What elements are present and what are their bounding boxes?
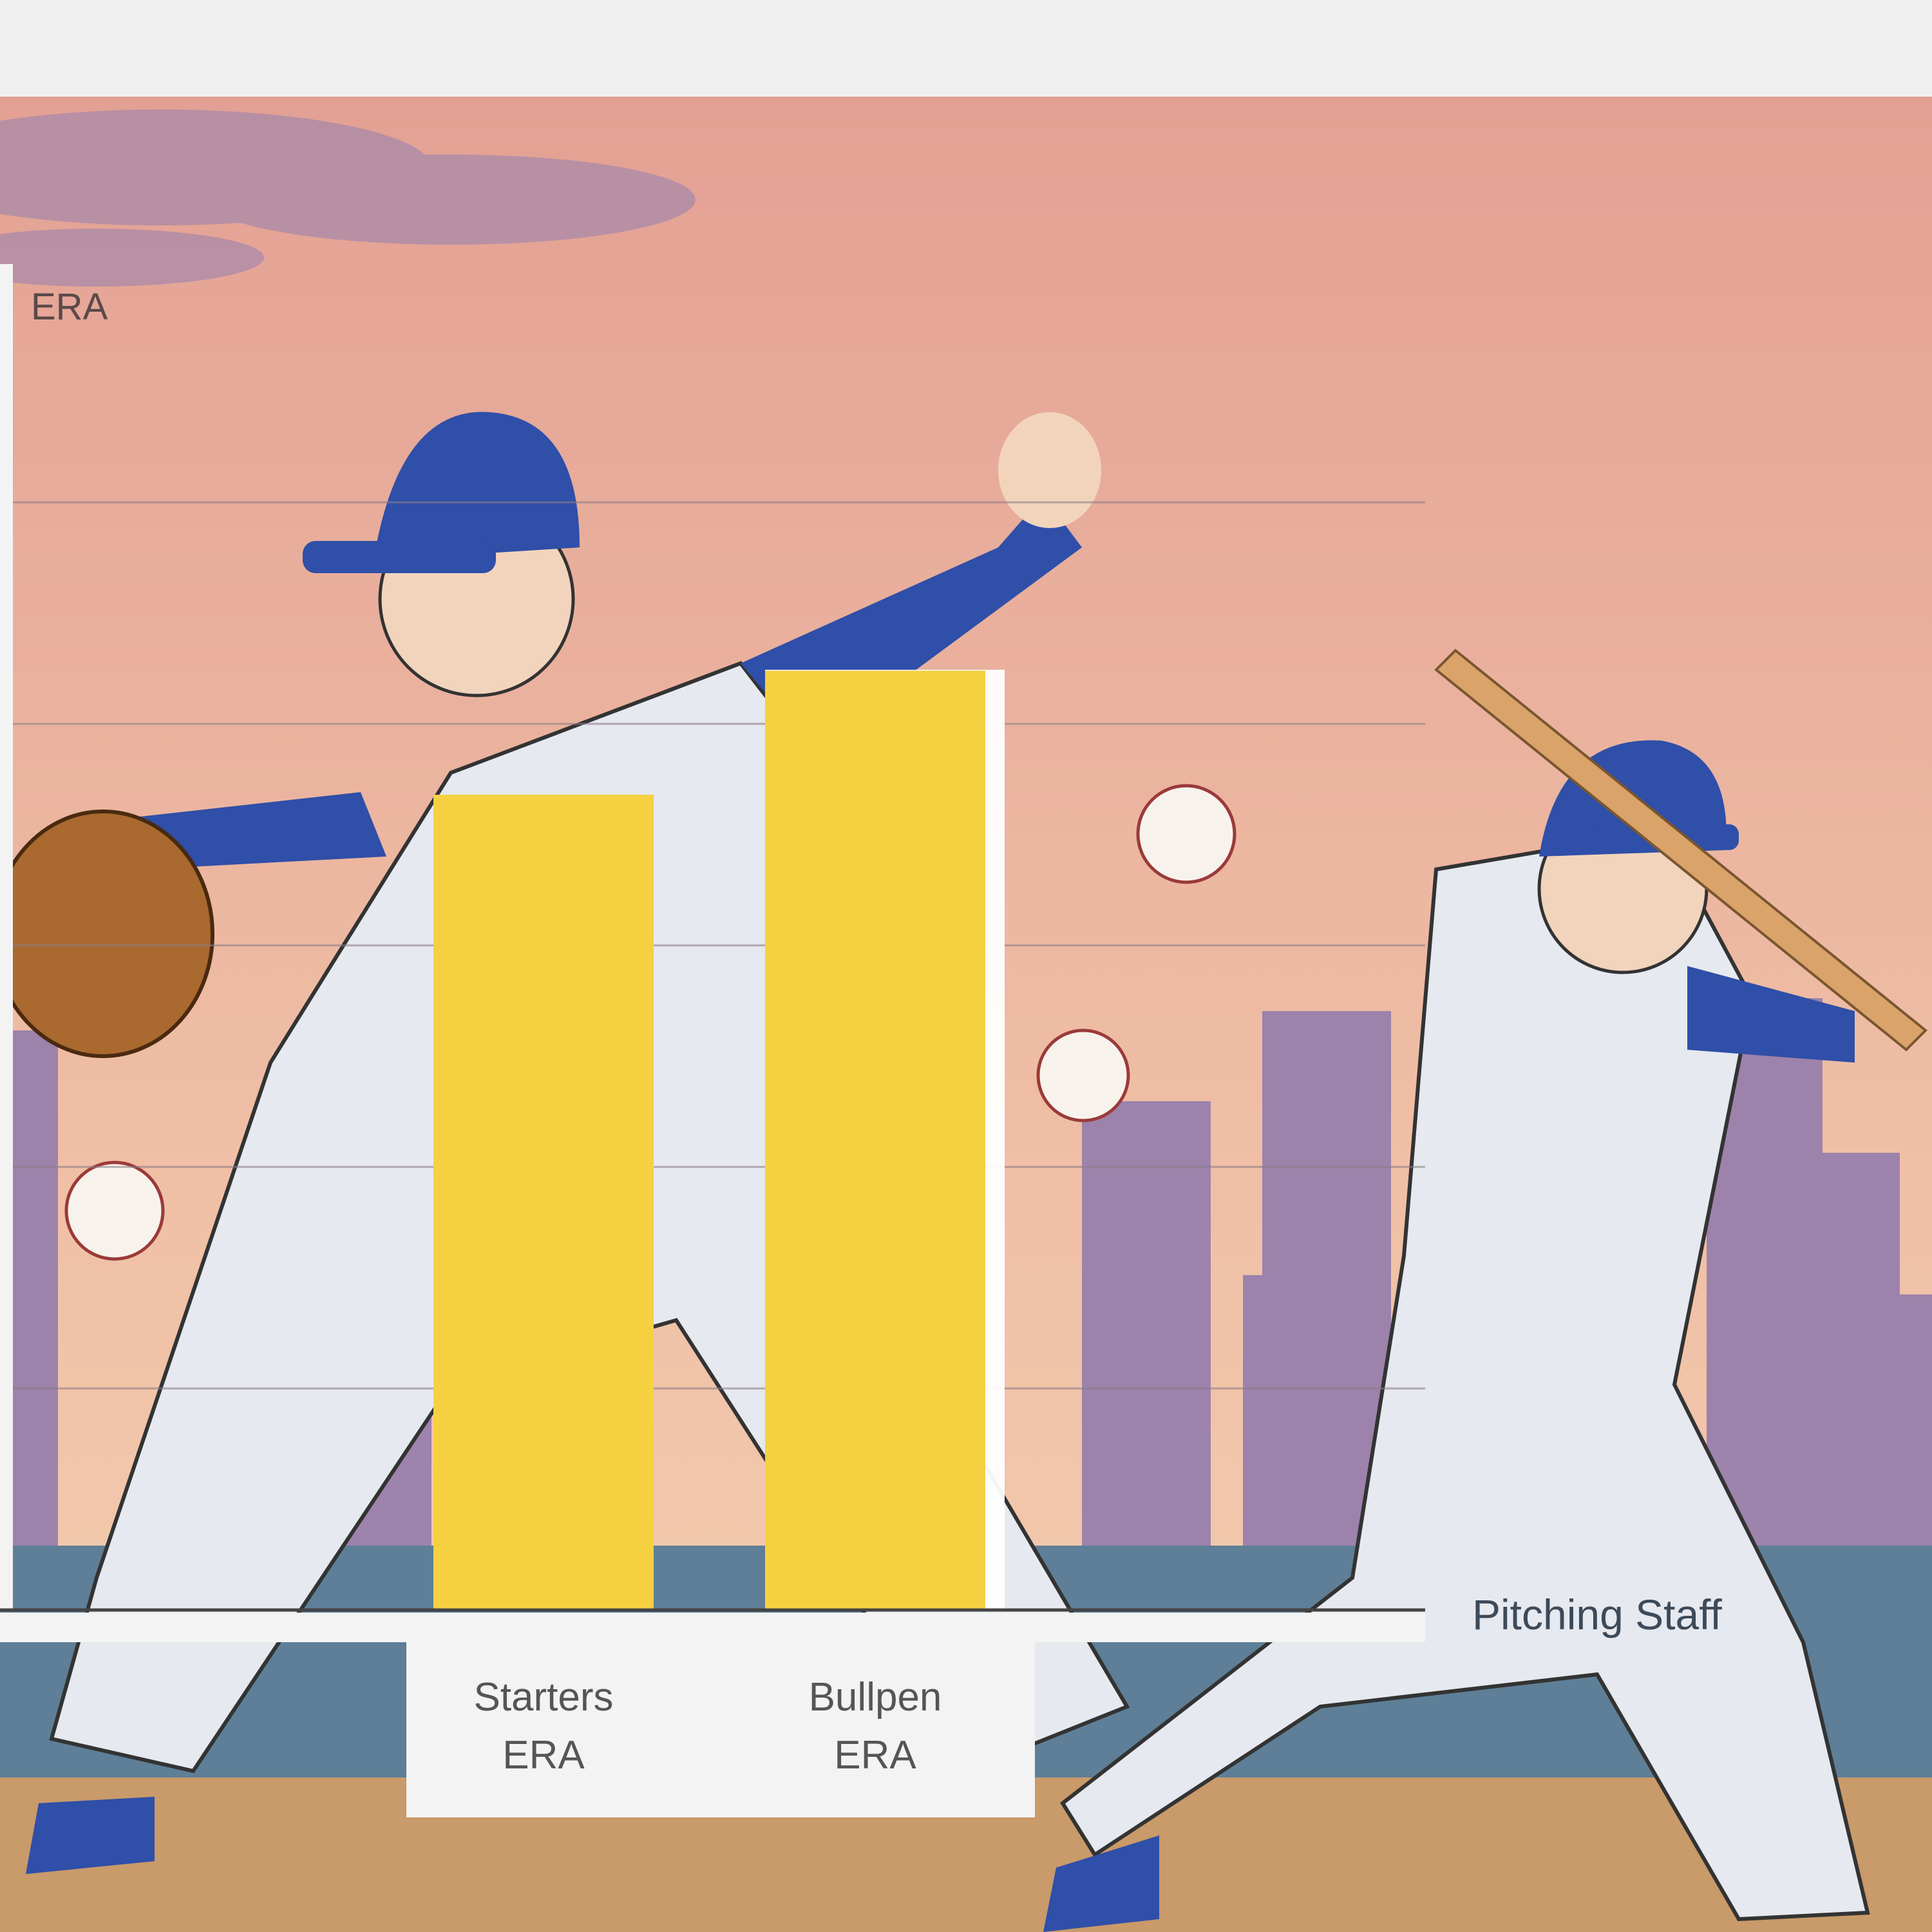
- baseballs: [64, 784, 1236, 1261]
- category-label-panel: [406, 1614, 1035, 1817]
- baseline-strip: [0, 1613, 1425, 1642]
- x-tick-label: ERA: [502, 1733, 585, 1777]
- y-axis-label: ERA: [31, 286, 108, 328]
- x-tick-label: Starters: [473, 1675, 613, 1719]
- gridlines: [13, 501, 1425, 1390]
- clouds: [0, 109, 696, 287]
- x-tick-label: Bullpen: [809, 1675, 942, 1719]
- bar-starters-era: [433, 795, 654, 1610]
- batter-figure: [1043, 649, 1927, 1932]
- bar-bullpen-era: [765, 670, 985, 1610]
- y-axis-strip: [0, 264, 13, 1610]
- x-axis-label: Pitching Staff: [1472, 1591, 1722, 1638]
- x-tick-label: ERA: [834, 1733, 916, 1777]
